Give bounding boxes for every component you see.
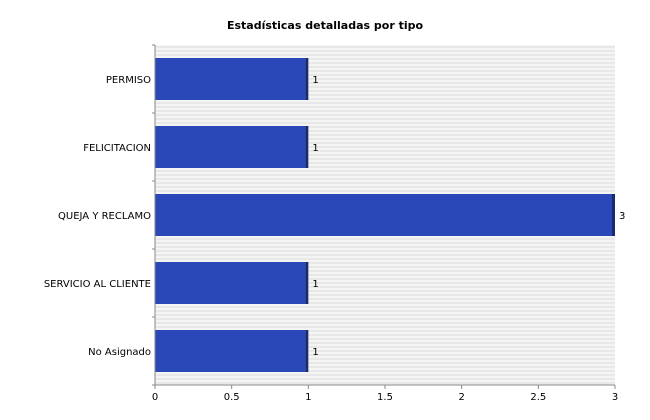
- labels: PERMISO 1 FELICITACION 1 QUEJA Y RECLAMO 3 SER…: [44, 75, 626, 403]
- data-label: 1: [312, 143, 318, 154]
- x-tick-label: 0: [152, 392, 158, 403]
- data-label: 1: [312, 347, 318, 358]
- bar: [155, 58, 306, 100]
- data-label: 3: [619, 211, 625, 222]
- bar: [155, 330, 306, 372]
- data-label: 1: [312, 279, 318, 290]
- bar: [155, 126, 306, 168]
- x-tick-label: 1: [305, 392, 311, 403]
- category-label: FELICITACION: [83, 143, 151, 154]
- x-tick-label: 3: [612, 392, 618, 403]
- bar-edge: [305, 330, 309, 372]
- bar: [155, 194, 612, 236]
- x-tick-label: 2.5: [530, 392, 546, 403]
- x-tick-label: 0.5: [224, 392, 240, 403]
- x-tick-label: 2: [458, 392, 464, 403]
- bar-edge: [305, 262, 309, 304]
- bar: [155, 262, 306, 304]
- bars: [155, 58, 615, 372]
- bar-edge: [612, 194, 615, 236]
- bar-edge: [305, 58, 309, 100]
- x-tick-label: 1.5: [377, 392, 393, 403]
- bar-edge: [305, 126, 309, 168]
- chart-title: Estadísticas detalladas por tipo: [227, 19, 424, 32]
- category-label: PERMISO: [106, 75, 151, 86]
- axes: [152, 44, 616, 389]
- category-label: SERVICIO AL CLIENTE: [44, 279, 151, 290]
- data-label: 1: [312, 75, 318, 86]
- category-label: No Asignado: [88, 347, 151, 358]
- category-label: QUEJA Y RECLAMO: [58, 211, 151, 222]
